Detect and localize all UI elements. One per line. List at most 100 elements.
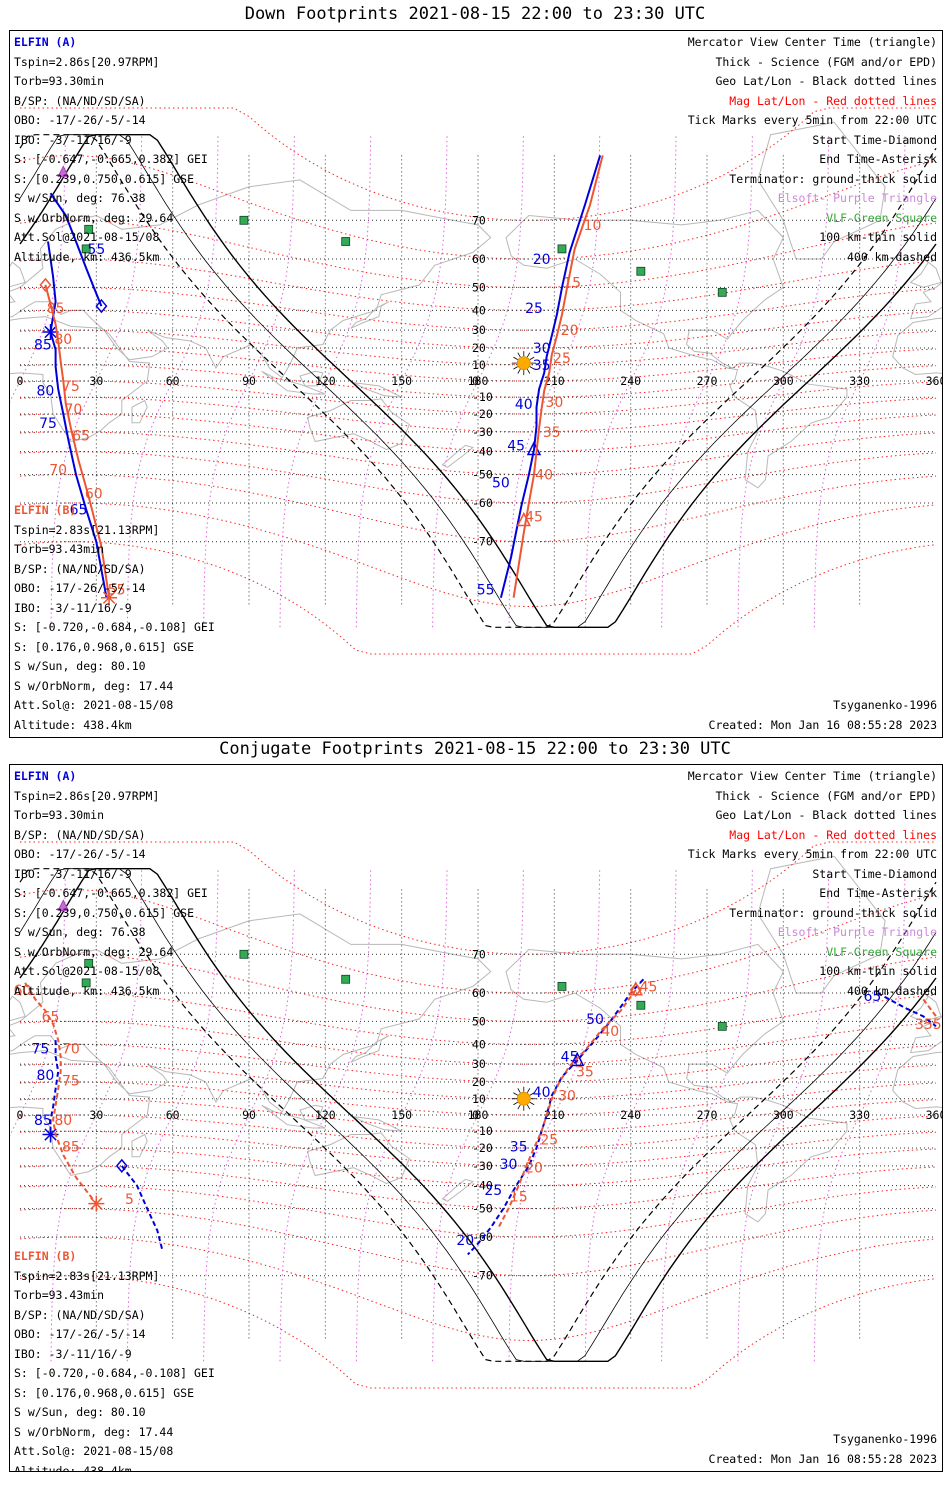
sun-ray [513, 356, 518, 360]
probe-a-line: Att.Sol@2021-08-15/08 [14, 964, 160, 978]
sun-ray [529, 1092, 535, 1096]
mag-lon-line [584, 134, 677, 628]
down-map-svg: 0306090120150180210240270300330360-70-60… [10, 107, 942, 655]
mag-lat-line [19, 380, 937, 415]
probe-a-info: ELFIN (A) Tspin=2.86s[20.97RPM] Torb=93.… [14, 33, 208, 267]
track-tick-label: 80 [37, 1068, 55, 1084]
track-tick-label: 30 [558, 1088, 576, 1104]
mag-lon-line [126, 868, 219, 1362]
probe-a-line: Tspin=2.86s[20.97RPM] [14, 788, 160, 803]
probe-b-line: IBO: -3/-11/16/-9 [14, 600, 132, 615]
probe-a-line: B/SP: (NA/ND/SD/SA) [14, 93, 146, 108]
terminator-line [19, 134, 937, 628]
x-tick-label: 60 [166, 374, 180, 388]
y-tick-label: -40 [472, 445, 493, 459]
mag-lat-line [19, 1043, 937, 1083]
mag-lon-line [50, 868, 143, 1362]
x-tick-label: 360 [926, 374, 942, 388]
track-tick-label: 20 [456, 1233, 474, 1249]
mag-lat-line [19, 431, 937, 476]
mag-lat-line [19, 992, 937, 1045]
track-tick-label: 30 [545, 395, 563, 411]
footprint-track [49, 1040, 60, 1135]
track-tick-label: 70 [49, 463, 67, 479]
legend-line: VLF-Green Square [826, 944, 937, 959]
sun-icon [516, 356, 531, 371]
track-tick-label: 40 [515, 397, 533, 413]
legend-line: Terminator: ground-thick solid [729, 171, 937, 186]
x-tick-label: 0 [17, 374, 24, 388]
track-tick-label: 60 [14, 983, 32, 999]
track-tick-label: 65 [72, 429, 90, 445]
y-tick-label: 40 [472, 1037, 486, 1051]
track-tick-label: 80 [37, 384, 55, 400]
probe-a-line: OBO: -17/-26/-5/-14 [14, 113, 146, 127]
coastline [353, 382, 402, 398]
sun-ray [517, 352, 521, 358]
legend-line: Terminator: ground-thick solid [729, 905, 937, 920]
x-tick-label: 210 [544, 1108, 565, 1122]
probe-a-line: B/SP: (NA/ND/SD/SA) [14, 827, 146, 842]
track-tick-label: 5 [125, 1192, 134, 1208]
track-tick-label: 10 [584, 218, 602, 234]
created-stamp: Created: Mon Jan 16 08:55:28 2023 [708, 717, 937, 732]
coastline [306, 1132, 410, 1185]
created-stamp: Created: Mon Jan 16 08:55:28 2023 [708, 1451, 937, 1466]
x-tick-label: 180 [468, 1108, 489, 1122]
down-panel-title: Down Footprints 2021-08-15 22:00 to 23:3… [244, 4, 706, 24]
coastline [10, 179, 492, 379]
mag-lat-line [19, 396, 937, 433]
legend-line: VLF-Green Square [826, 210, 937, 225]
track-tick-label: 50 [586, 1012, 604, 1028]
y-tick-label: 10 [472, 1092, 486, 1106]
coastline [10, 995, 26, 1022]
probe-b-line: S: [-0.720,-0.684,-0.108] GEI [14, 620, 215, 634]
legend-line: End Time-Asterisk [819, 886, 937, 900]
legend-line: Thick - Science (FGM and/or EPD) [715, 788, 937, 803]
track-tick-label: 45 [525, 510, 543, 526]
model-credits: Tsyganenko-1996 Created: Mon Jan 16 08:5… [709, 1430, 937, 1469]
track-tick-label: 25 [525, 301, 543, 317]
model-credits: Tsyganenko-1996 Created: Mon Jan 16 08:5… [709, 696, 937, 735]
elsoft-triangle [57, 899, 70, 911]
vlf-station [636, 266, 646, 276]
probe-b-line: OBO: -17/-26/-5/-14 [14, 581, 146, 595]
y-tick-label: -50 [472, 468, 493, 482]
probe-a-info: ELFIN (A) Tspin=2.86s[20.97RPM] Torb=93.… [14, 767, 208, 1001]
coastline [261, 370, 326, 395]
coastline [10, 1050, 151, 1177]
center-triangle [516, 511, 532, 527]
footprint-track [121, 1165, 164, 1251]
terminator-line [19, 868, 937, 1362]
model-name: Tsyganenko-1996 [833, 698, 937, 712]
probe-b-line: S: [0.176,0.968,0.615] GSE [14, 1385, 195, 1400]
track-tick-label: 70 [65, 402, 83, 418]
track-tick-label: 85 [34, 1113, 52, 1129]
track-tick-label: 35 [533, 358, 551, 374]
center-triangle [570, 1051, 585, 1067]
y-tick-label: 60 [472, 986, 486, 1000]
legend-line: 100 km-thin solid [819, 964, 937, 978]
coastline [505, 209, 848, 489]
probe-a-name: ELFIN (A) [14, 35, 77, 49]
y-tick-label: -20 [472, 1141, 493, 1155]
probe-b-line: S: [0.176,0.968,0.615] GSE [14, 639, 195, 654]
y-tick-label: -10 [472, 1124, 493, 1138]
mag-lat-line [19, 1208, 937, 1277]
legend-line: End Time-Asterisk [819, 152, 937, 166]
mag-lon-line [432, 134, 524, 628]
coastline [353, 1116, 402, 1132]
coastline [350, 1035, 390, 1063]
mag-lon-line [584, 868, 677, 1362]
track-tick-label: 85 [62, 1139, 80, 1155]
coastline [131, 1133, 148, 1158]
footprint-track [497, 989, 637, 1229]
probe-a-line: S: [0.239,0.750,0.615] GSE [14, 905, 195, 920]
y-tick-label: 40 [472, 303, 486, 317]
y-tick-label: 20 [472, 1075, 486, 1089]
mag-lon-line [203, 868, 295, 1362]
y-tick-label: -10 [472, 390, 493, 404]
probe-a-line: Altitude, km: 436.5km [14, 983, 160, 998]
footprint-track [49, 192, 103, 307]
model-name: Tsyganenko-1996 [833, 1432, 937, 1446]
